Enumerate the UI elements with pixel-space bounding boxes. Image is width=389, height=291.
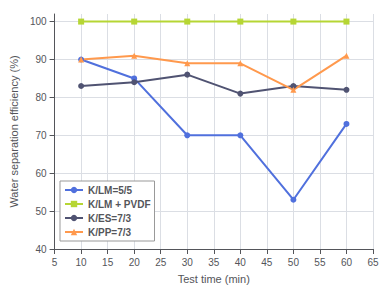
svg-text:10: 10 bbox=[76, 257, 88, 268]
svg-text:Test time (min): Test time (min) bbox=[178, 273, 250, 285]
svg-text:50: 50 bbox=[35, 206, 47, 217]
svg-text:80: 80 bbox=[35, 92, 47, 103]
svg-text:15: 15 bbox=[102, 257, 114, 268]
svg-text:K/PP=7/3: K/PP=7/3 bbox=[88, 227, 132, 238]
svg-text:90: 90 bbox=[35, 54, 47, 65]
svg-text:60: 60 bbox=[35, 168, 47, 179]
svg-text:40: 40 bbox=[235, 257, 247, 268]
svg-text:40: 40 bbox=[35, 244, 47, 255]
svg-text:70: 70 bbox=[35, 130, 47, 141]
svg-text:25: 25 bbox=[155, 257, 167, 268]
svg-text:K/LM + PVDF: K/LM + PVDF bbox=[88, 199, 151, 210]
svg-text:K/LM=5/5: K/LM=5/5 bbox=[88, 185, 133, 196]
svg-text:Water separation efficiency (%: Water separation efficiency (%) bbox=[8, 55, 20, 207]
svg-text:30: 30 bbox=[182, 257, 194, 268]
svg-text:55: 55 bbox=[314, 257, 326, 268]
svg-text:5: 5 bbox=[52, 257, 58, 268]
svg-text:50: 50 bbox=[288, 257, 300, 268]
svg-text:20: 20 bbox=[129, 257, 141, 268]
svg-text:65: 65 bbox=[367, 257, 379, 268]
svg-text:60: 60 bbox=[341, 257, 353, 268]
svg-text:100: 100 bbox=[30, 16, 47, 27]
svg-text:35: 35 bbox=[208, 257, 220, 268]
svg-text:45: 45 bbox=[261, 257, 273, 268]
svg-text:K/ES=7/3: K/ES=7/3 bbox=[88, 213, 132, 224]
